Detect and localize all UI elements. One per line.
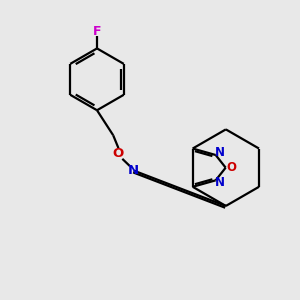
Text: F: F — [93, 25, 101, 38]
Text: O: O — [113, 147, 124, 160]
Text: O: O — [226, 161, 237, 174]
Text: N: N — [214, 146, 224, 159]
Text: N: N — [214, 176, 224, 189]
Text: N: N — [128, 164, 140, 177]
